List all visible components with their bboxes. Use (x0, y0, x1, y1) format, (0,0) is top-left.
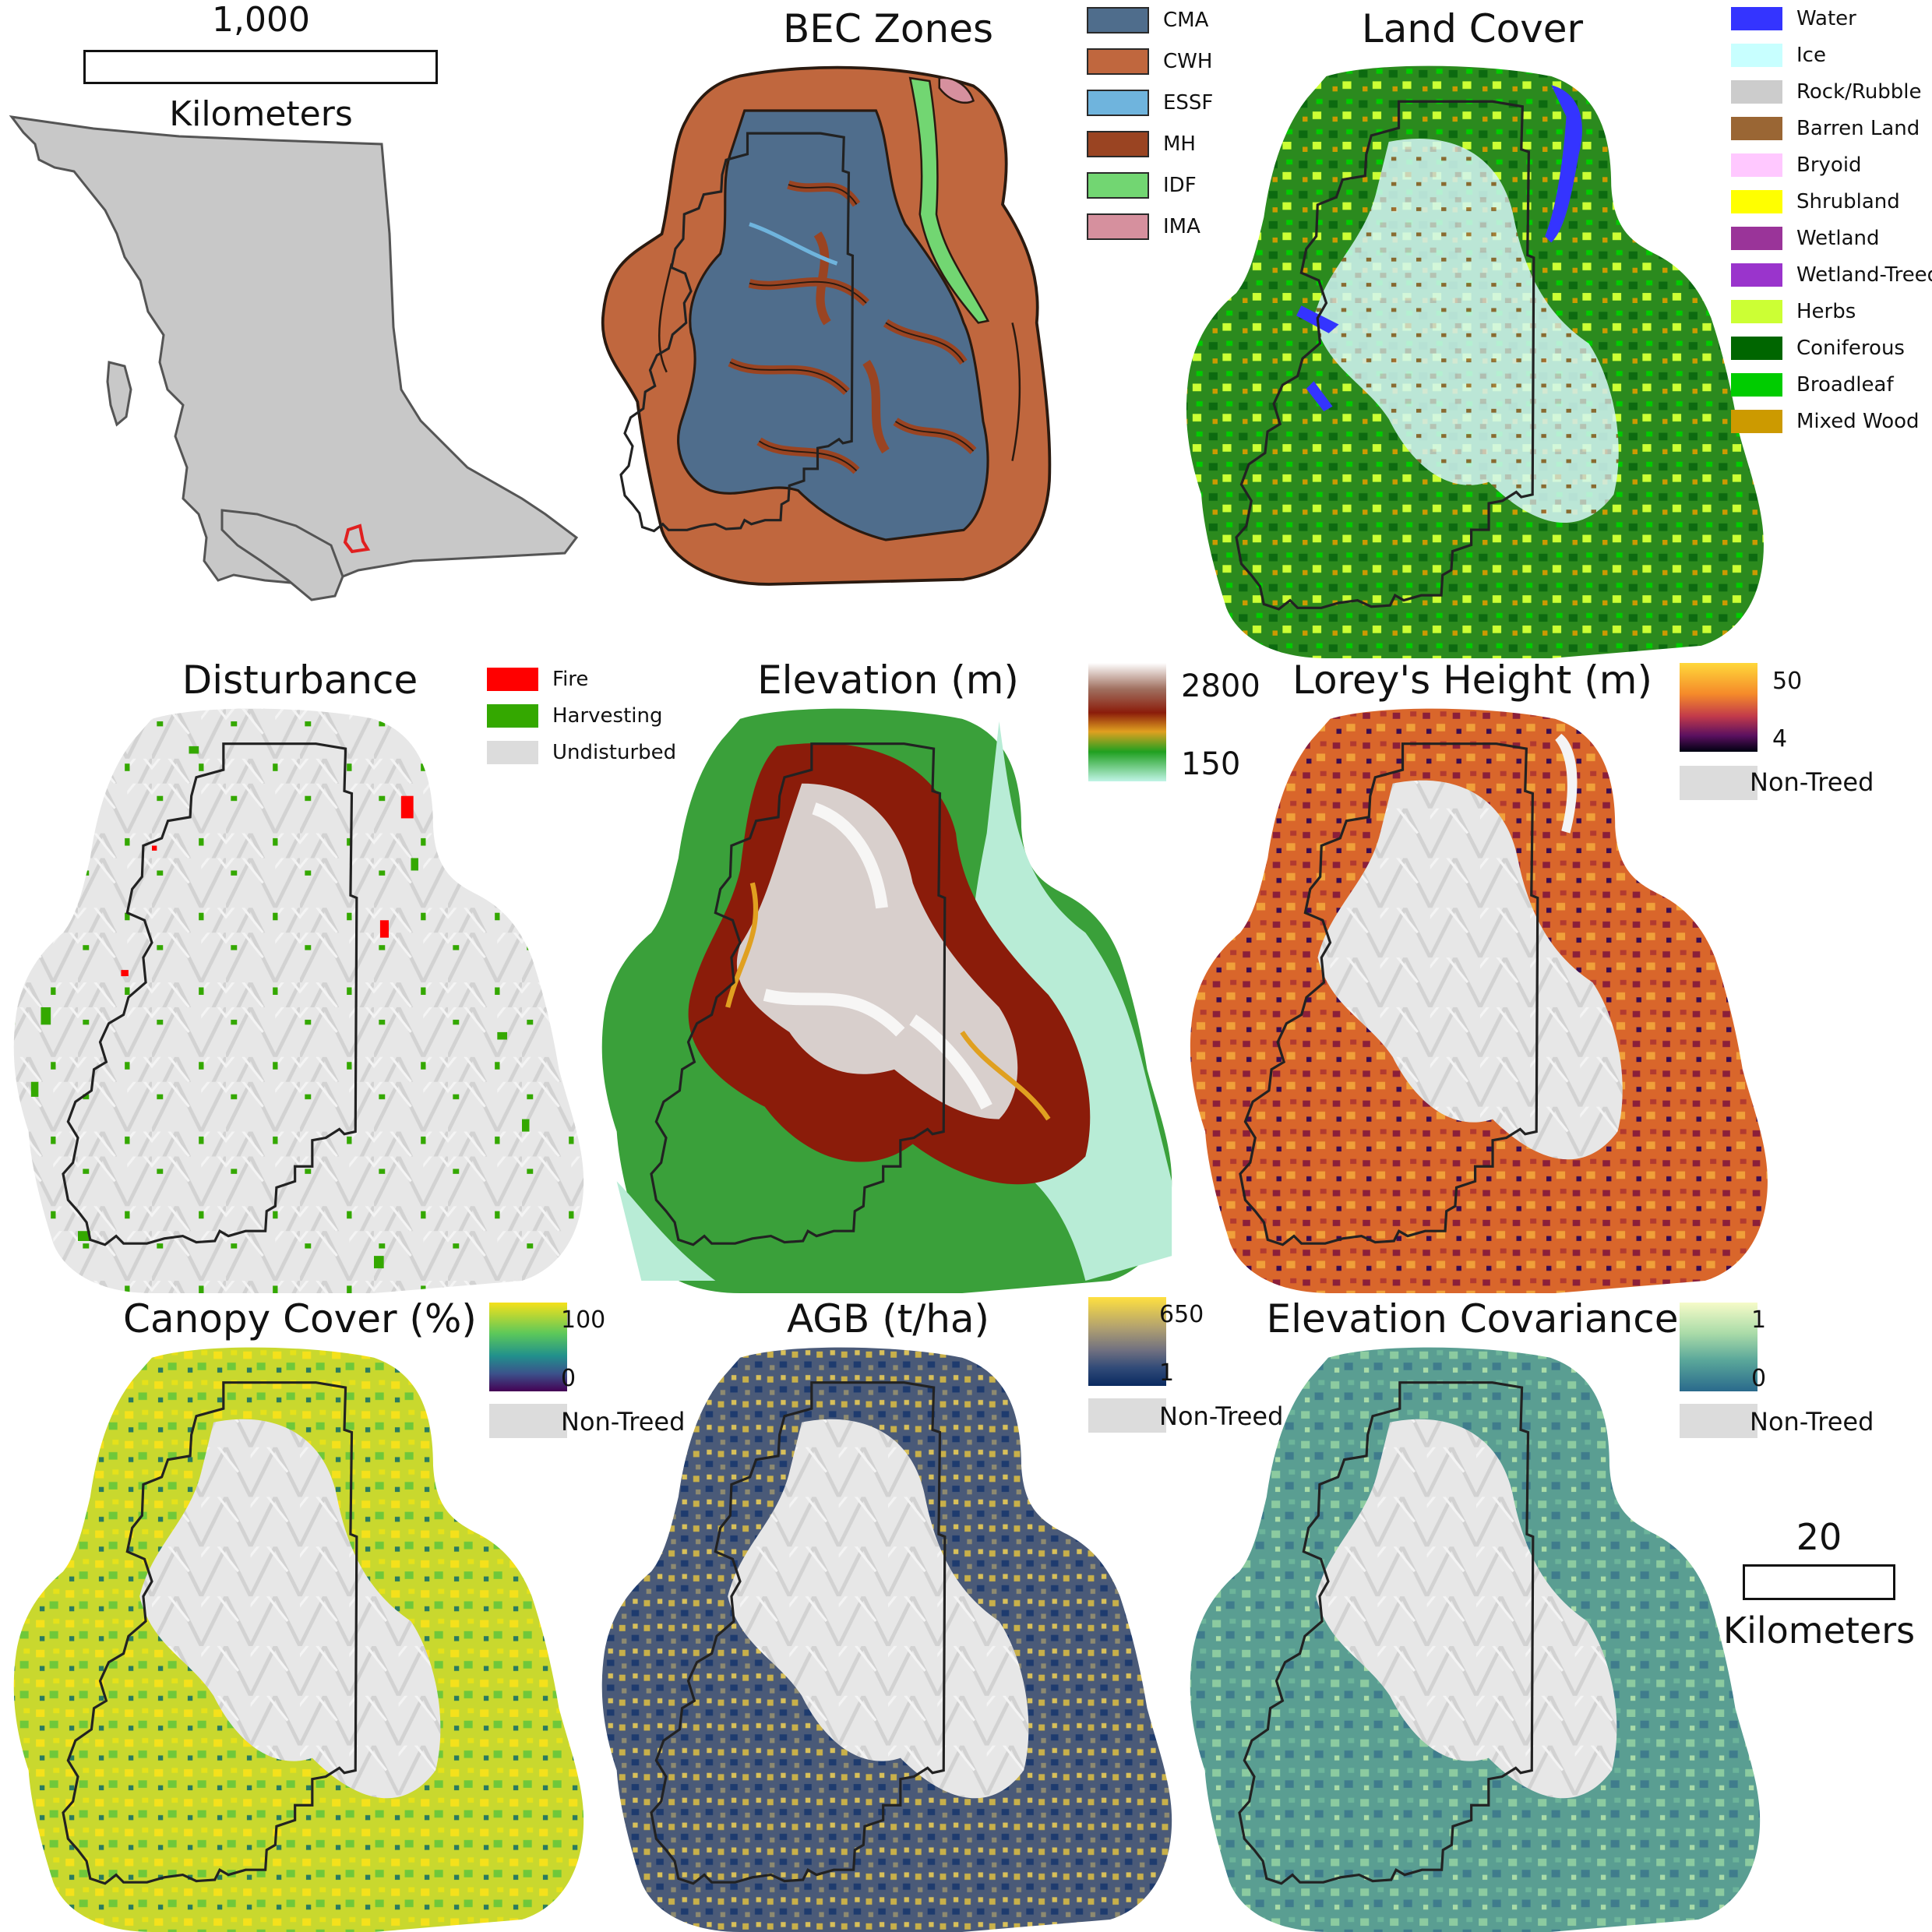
loreys-title: Lorey's Height (m) (1292, 658, 1652, 703)
canopy-min-label: 0 (561, 1365, 576, 1392)
agb-title: AGB (t/ha) (786, 1296, 990, 1341)
overview-map (9, 115, 579, 601)
agb-min-label: 1 (1159, 1359, 1175, 1387)
dist-legend-harvest: Harvesting (552, 704, 663, 728)
overview-scale-value: 1,000 (212, 0, 310, 40)
disturbance-map (13, 708, 584, 1293)
elevation-map (601, 708, 1172, 1293)
bec-legend-mh: MH (1163, 132, 1196, 156)
lc-legend-shrub: Shrubland (1796, 190, 1900, 213)
elevation-min-label: 150 (1181, 746, 1241, 782)
canopy-nontreed-label: Non-Treed (561, 1407, 686, 1437)
lc-legend-barren: Barren Land (1796, 117, 1920, 140)
agb-map (601, 1347, 1172, 1932)
dist-swatch-harvest (487, 704, 538, 728)
bec-swatch-mh (1087, 131, 1149, 157)
lc-legend-ice: Ice (1796, 44, 1826, 67)
lc-swatch-broadleaf (1731, 373, 1782, 397)
disturbance-title: Disturbance (182, 658, 418, 703)
lc-legend-herbs: Herbs (1796, 300, 1856, 323)
loreys-max-label: 50 (1772, 668, 1803, 695)
elevcov-map (1190, 1347, 1761, 1932)
loreys-min-label: 4 (1772, 725, 1788, 753)
landcover-water (1545, 85, 1582, 243)
overview-scalebar (83, 50, 438, 84)
loreys-nontreed-swatch (1680, 766, 1757, 800)
overview-scale-unit: Kilometers (169, 94, 353, 134)
elevcov-title: Elevation Covariance (1266, 1296, 1679, 1341)
loreys-nontreed-label: Non-Treed (1750, 767, 1874, 797)
bec-legend-cwh: CWH (1163, 50, 1213, 73)
lc-legend-coniferous: Coniferous (1796, 337, 1905, 360)
canopy-max-label: 100 (561, 1306, 606, 1334)
lc-legend-wetland-treed: Wetland-Treed (1796, 263, 1932, 287)
lc-swatch-shrub (1731, 190, 1782, 213)
dist-legend-undisturbed: Undisturbed (552, 741, 677, 764)
lc-legend-broadleaf: Broadleaf (1796, 373, 1894, 397)
lc-legend-wetland: Wetland (1796, 227, 1880, 250)
lc-swatch-rock (1731, 80, 1782, 104)
lc-swatch-wetland-treed (1731, 263, 1782, 287)
bc-landmass (9, 115, 579, 586)
agb-nontreed-swatch (1088, 1398, 1166, 1433)
study-scalebar (1743, 1564, 1895, 1600)
elevcov-nontreed-swatch (1680, 1404, 1757, 1438)
bec-map (601, 65, 1052, 586)
lc-legend-water: Water (1796, 7, 1856, 30)
canopy-title: Canopy Cover (%) (123, 1296, 477, 1341)
agb-colorramp (1088, 1297, 1166, 1386)
lc-swatch-ice (1731, 44, 1782, 67)
bec-legend-idf: IDF (1163, 174, 1197, 197)
lc-swatch-mixed (1731, 410, 1782, 433)
elevation-title: Elevation (m) (757, 658, 1019, 703)
lc-swatch-coniferous (1731, 337, 1782, 360)
lc-legend-bryoid: Bryoid (1796, 153, 1862, 177)
dist-swatch-undisturbed (487, 741, 538, 764)
bec-legend-ima: IMA (1163, 215, 1200, 238)
bec-legend-cma: CMA (1163, 9, 1209, 32)
study-scale-unit: Kilometers (1722, 1609, 1916, 1652)
lc-swatch-wetland (1731, 227, 1782, 250)
agb-max-label: 650 (1159, 1301, 1204, 1328)
landcover-map (1186, 65, 1764, 658)
elevation-colorramp (1088, 663, 1166, 781)
landcover-ice-areas (1313, 138, 1619, 524)
bec-legend-essf: ESSF (1163, 91, 1214, 115)
dist-legend-fire: Fire (552, 668, 589, 691)
bec-title: BEC Zones (782, 6, 994, 51)
bec-ima-zone (938, 76, 975, 104)
bec-swatch-idf (1087, 172, 1149, 199)
lc-swatch-barren (1731, 117, 1782, 140)
study-area-locator (343, 524, 371, 554)
bec-swatch-ima (1087, 213, 1149, 240)
bec-swatch-cwh (1087, 48, 1149, 75)
elevcov-colorramp (1680, 1303, 1757, 1391)
haida-gwaii (106, 361, 132, 427)
canopy-nontreed-swatch (489, 1404, 567, 1438)
agb-nontreed-label: Non-Treed (1159, 1401, 1284, 1431)
loreys-map (1190, 708, 1768, 1293)
elevcov-max-label: 1 (1751, 1306, 1767, 1334)
bec-idf-zone (908, 76, 990, 324)
lc-swatch-herbs (1731, 300, 1782, 323)
lc-swatch-bryoid (1731, 153, 1782, 177)
landcover-title: Land Cover (1361, 6, 1584, 51)
canopy-map (13, 1347, 584, 1932)
bec-swatch-essf (1087, 90, 1149, 116)
canopy-colorramp (489, 1303, 567, 1391)
elevcov-min-label: 0 (1751, 1365, 1767, 1392)
bec-swatch-cma (1087, 7, 1149, 33)
lc-swatch-water (1731, 7, 1782, 30)
vancouver-island (220, 509, 344, 601)
dist-swatch-fire (487, 668, 538, 691)
elevcov-nontreed-label: Non-Treed (1750, 1407, 1874, 1437)
lc-legend-mixed: Mixed Wood (1796, 410, 1920, 433)
study-scale-value: 20 (1796, 1516, 1842, 1558)
elevation-max-label: 2800 (1181, 668, 1260, 704)
loreys-colorramp (1680, 663, 1757, 752)
lc-legend-rock: Rock/Rubble (1796, 80, 1922, 104)
